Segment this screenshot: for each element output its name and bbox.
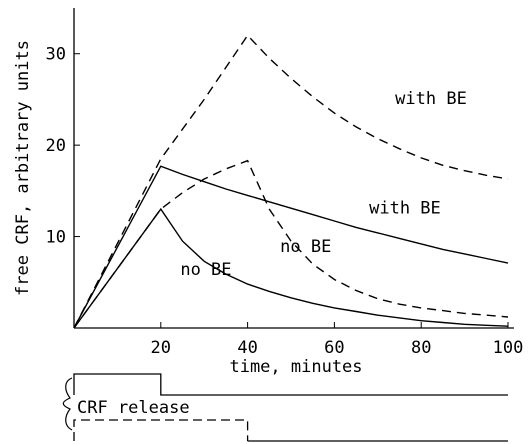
series-annotations: with BE with BE no BE no BE <box>180 89 466 280</box>
series-annotation: with BE <box>369 199 441 219</box>
y-tick-label: 10 <box>46 228 66 248</box>
dashed-release-pulse <box>73 419 249 441</box>
y-axis-label: free CRF, arbitrary units <box>13 40 33 296</box>
x-axis-label: time, minutes <box>229 357 362 377</box>
tick-labels: 20 40 60 80 100 10 20 30 <box>46 45 524 358</box>
x-tick-label: 60 <box>324 338 344 358</box>
x-tick-label: 20 <box>151 338 171 358</box>
x-tick-label: 100 <box>493 338 524 358</box>
series-annotation: no BE <box>280 237 331 257</box>
series-annotation: with BE <box>395 89 467 109</box>
crf-release-label: CRF release <box>77 398 190 418</box>
tick-marks <box>74 53 509 328</box>
series-line-1 <box>73 34 509 329</box>
brace-icon <box>62 377 73 431</box>
solid-release-pulse <box>73 373 508 396</box>
y-tick-label: 30 <box>46 45 66 65</box>
series-line-3 <box>73 159 509 329</box>
series-lines <box>73 34 509 329</box>
crf-release-legend <box>62 373 508 442</box>
x-tick-label: 80 <box>411 338 431 358</box>
series-line-4 <box>73 207 509 329</box>
axes <box>73 8 514 329</box>
y-tick-label: 20 <box>46 136 66 156</box>
x-tick-label: 40 <box>237 338 257 358</box>
series-annotation: no BE <box>180 260 231 280</box>
